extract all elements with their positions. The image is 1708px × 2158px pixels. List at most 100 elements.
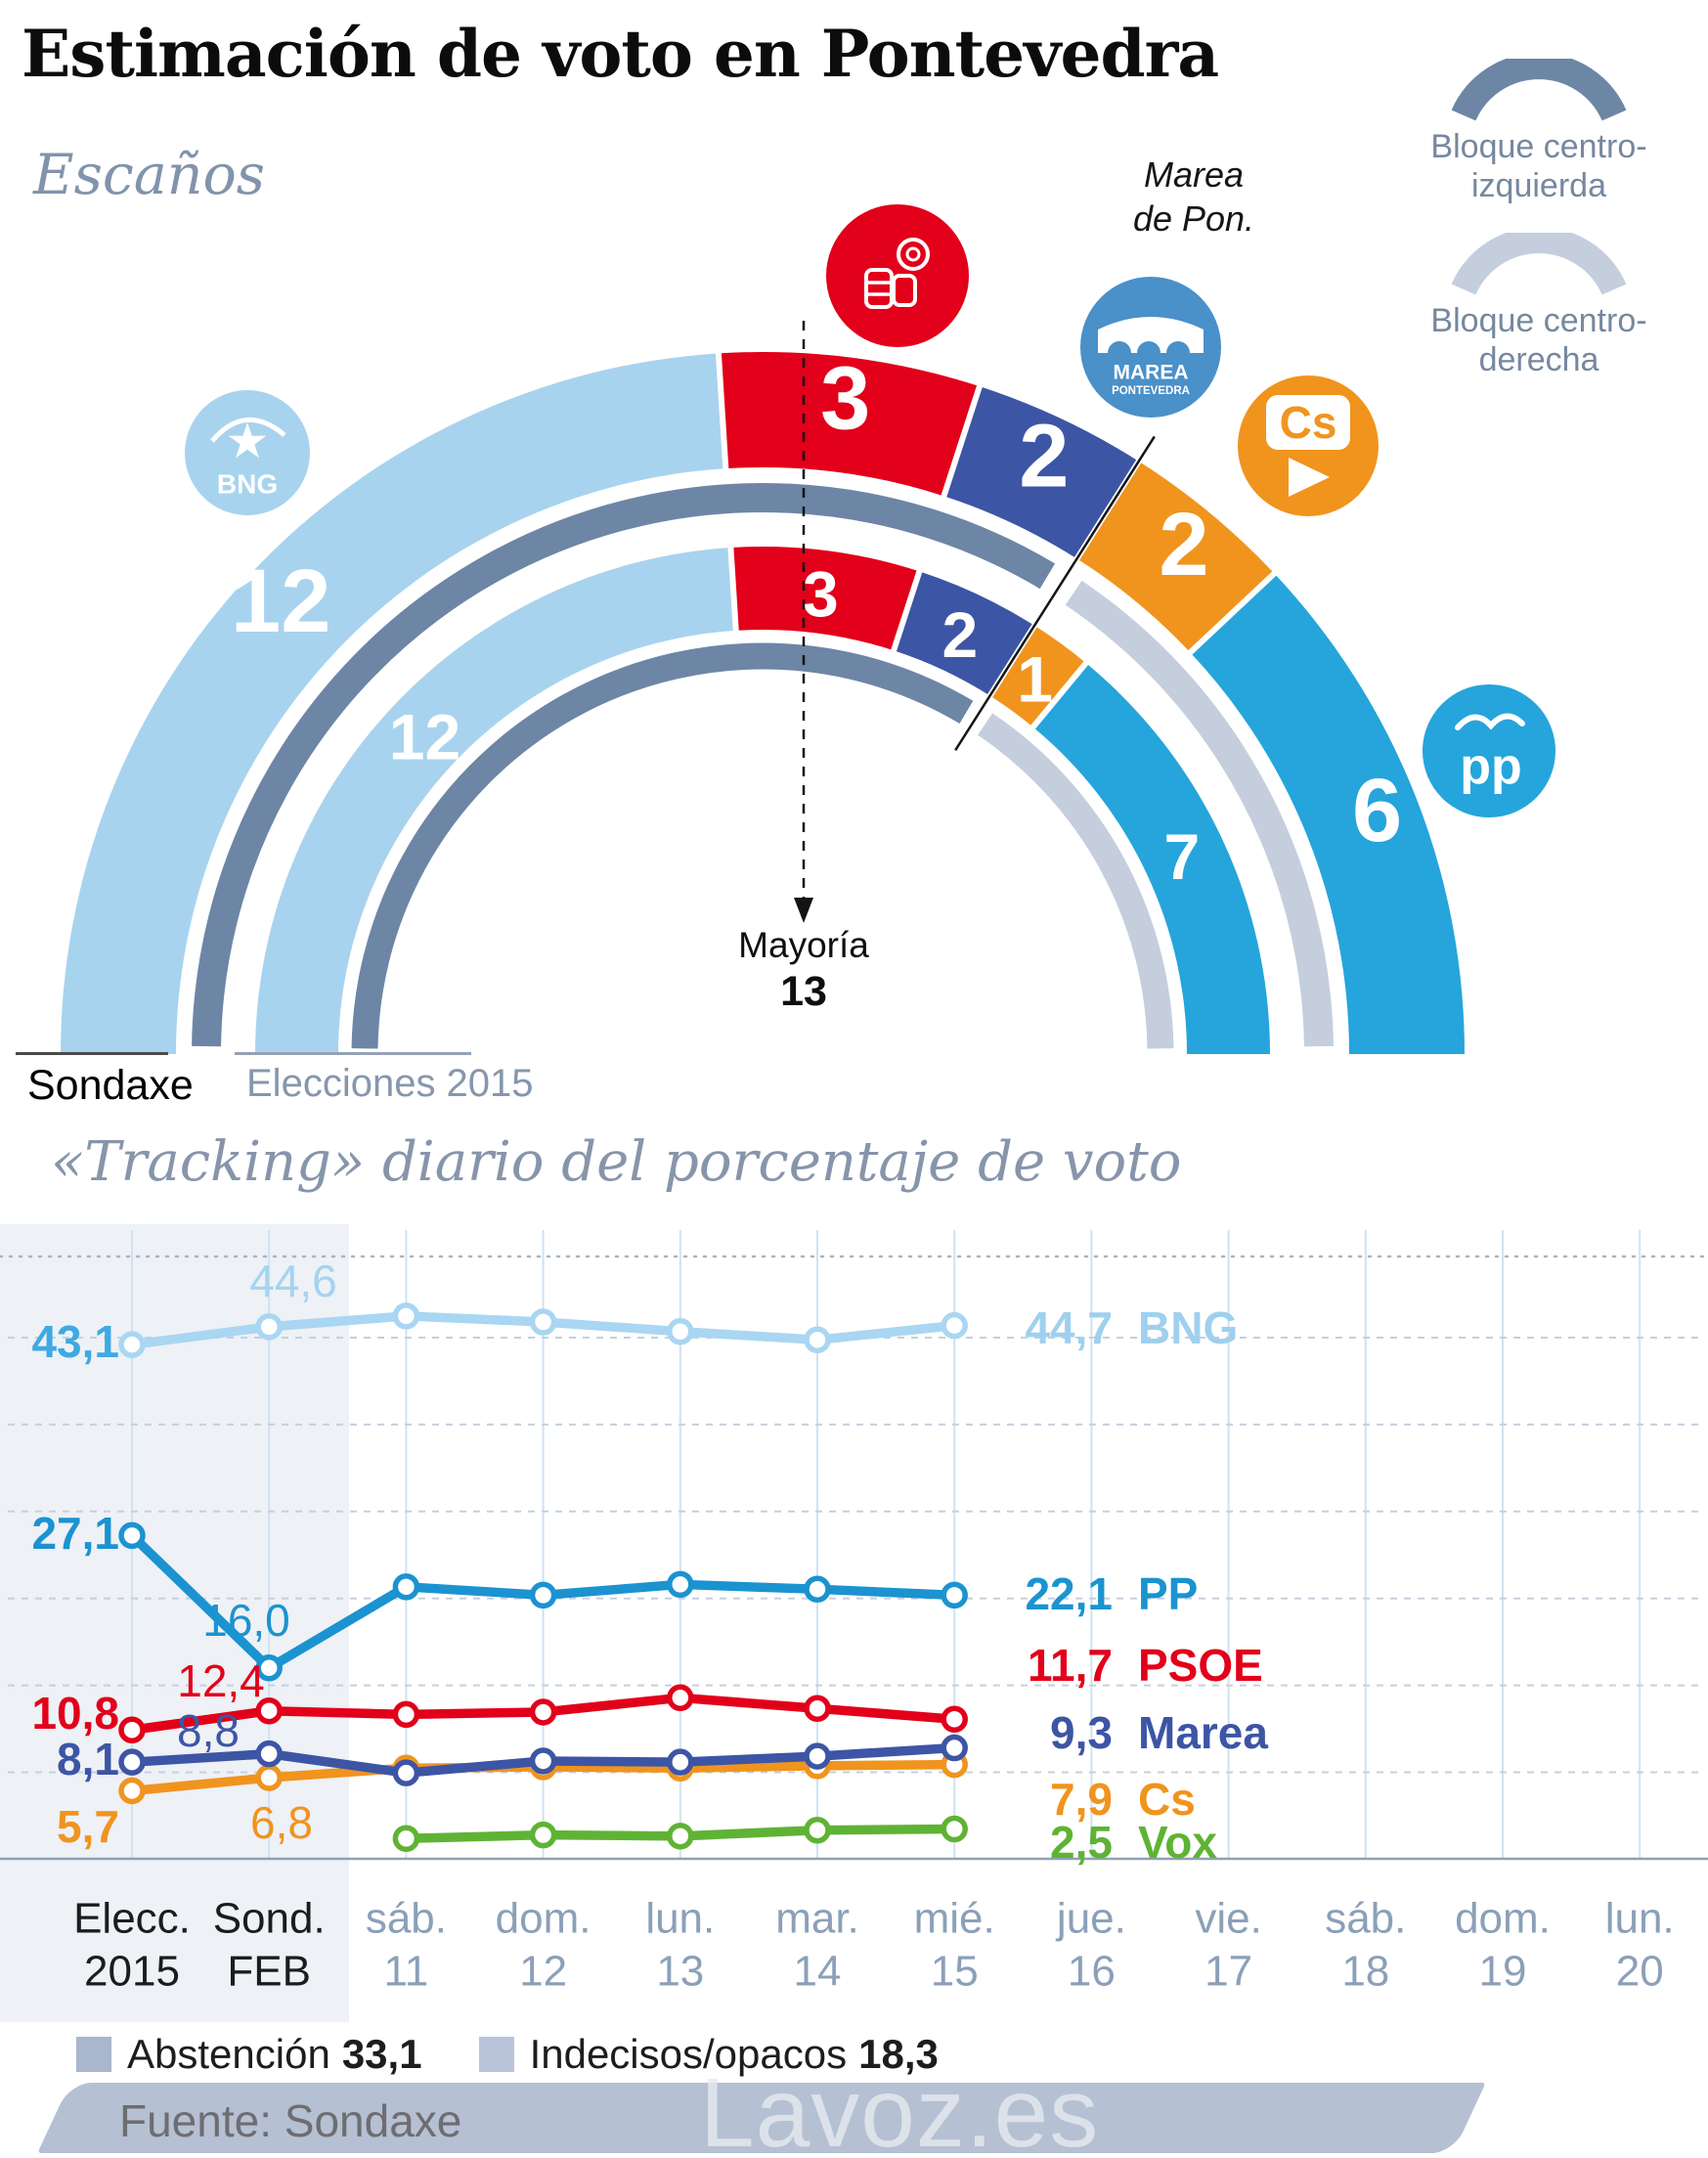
seat-count-Sondaxe-PSOE: 3 <box>820 348 870 448</box>
data-point-PP <box>529 1581 557 1609</box>
x-axis-label-date: 11 <box>384 1948 429 1996</box>
x-axis-label-day: Sond. <box>213 1895 326 1943</box>
data-point-Cs <box>255 1764 283 1791</box>
source-label: Fuente: Sondaxe <box>119 2095 462 2146</box>
data-point-BNG <box>392 1302 420 1330</box>
x-axis-label-day: Elecc. <box>73 1895 191 1943</box>
value-label-mid-PSOE: 12,4 <box>177 1655 265 1706</box>
data-point-BNG <box>118 1331 146 1358</box>
value-label-start-PSOE: 10,8 <box>31 1688 119 1739</box>
x-axis-label-date: 13 <box>656 1948 704 1996</box>
svg-text:Cs: Cs <box>1280 397 1337 448</box>
seat-count-Elecciones 2015-Cs: 1 <box>1017 643 1053 716</box>
undecided-swatch-icon <box>478 2037 514 2072</box>
segment-Elecciones 2015-PP <box>1032 663 1270 1054</box>
bloc-arc-right-Sondaxe <box>1065 580 1334 1047</box>
data-point-Vox <box>529 1821 557 1849</box>
bloc-right-arc-icon <box>1451 233 1627 295</box>
data-point-PSOE <box>667 1684 694 1712</box>
majority-arrow-icon <box>794 898 813 923</box>
value-label-mid-Cs: 6,8 <box>250 1797 313 1848</box>
x-axis-label-day: mar. <box>775 1895 859 1943</box>
value-label-end-BNG: 44,7 <box>1025 1302 1113 1353</box>
series-name-label-Cs: Cs <box>1138 1774 1196 1825</box>
ring-Sondaxe: 12 3 22 6 <box>61 348 1465 1054</box>
data-point-PSOE <box>941 1705 968 1734</box>
data-point-Cs <box>118 1777 146 1805</box>
seat-count-Sondaxe-PP: 6 <box>1352 761 1402 860</box>
segment-separator <box>727 542 740 637</box>
series-PSOE: 10,8 12,4 11,7 PSOE <box>31 1640 1263 1743</box>
segment-Elecciones 2015-BNG <box>255 548 736 1054</box>
segment-separator <box>1028 657 1092 733</box>
x-axis-label-day: vie. <box>1195 1895 1261 1943</box>
data-point-BNG <box>667 1318 694 1345</box>
x-axis-label-date: 16 <box>1068 1948 1116 1996</box>
segment-separator <box>940 380 985 503</box>
x-axis-label-day: sáb. <box>366 1895 447 1943</box>
data-point-Vox <box>392 1825 420 1853</box>
x-axis-label-date: 20 <box>1616 1948 1664 1996</box>
data-point-PP <box>941 1581 968 1609</box>
series-name-label-PP: PP <box>1138 1568 1198 1619</box>
data-point-Marea <box>667 1748 694 1776</box>
svg-text:PONTEVEDRA: PONTEVEDRA <box>1112 385 1190 397</box>
data-point-BNG <box>941 1311 968 1340</box>
marea-annotation-line2: de Pon. <box>1132 198 1255 239</box>
seat-count-Sondaxe-Marea: 2 <box>1019 406 1069 506</box>
value-label-end-PP: 22,1 <box>1025 1568 1113 1619</box>
x-axis-label-day: lun. <box>1605 1895 1675 1943</box>
segment-Sondaxe-PP <box>1190 573 1465 1054</box>
bng-logo-circle <box>185 390 310 515</box>
majority-value: 13 <box>780 968 827 1015</box>
x-axis-label-day: dom. <box>1455 1895 1551 1943</box>
abstention-value: 33,1 <box>341 2031 422 2077</box>
bng-logo: ★BNG <box>185 390 310 515</box>
value-label-end-Cs: 7,9 <box>1050 1774 1113 1825</box>
data-point-Marea <box>255 1740 283 1768</box>
marea-logo-circle <box>1080 277 1221 418</box>
data-point-Vox <box>667 1823 694 1850</box>
data-point-PP <box>118 1521 146 1550</box>
x-axis-label-day: sáb. <box>1325 1895 1406 1943</box>
seat-count-Elecciones 2015-PSOE: 3 <box>803 558 839 631</box>
x-axis-label-date: 14 <box>794 1948 842 1996</box>
data-point-PP <box>392 1573 420 1601</box>
svg-text:★: ★ <box>226 414 270 468</box>
undecided-label: Indecisos/opacos <box>529 2031 848 2077</box>
series-name-label-BNG: BNG <box>1138 1302 1238 1353</box>
pp-logo: pp <box>1423 684 1555 817</box>
bloc-right-label-line2: derecha <box>1478 341 1599 379</box>
x-axis-label-day: mié. <box>914 1895 995 1943</box>
seat-count-Sondaxe-Cs: 2 <box>1159 495 1208 595</box>
value-label-end-PSOE: 11,7 <box>1028 1640 1113 1691</box>
bloc-arc-left-Sondaxe <box>192 483 1056 1047</box>
majority-label: Mayoría <box>738 925 869 965</box>
seat-count-Sondaxe-BNG: 12 <box>231 551 330 651</box>
series-PP: 27,1 16,0 22,1 PP <box>31 1508 1198 1682</box>
x-axis-label-date: 15 <box>931 1948 979 1996</box>
value-label-mid-PP: 16,0 <box>202 1595 290 1646</box>
value-label-start-BNG: 43,1 <box>31 1316 119 1367</box>
seat-count-Elecciones 2015-PP: 7 <box>1164 820 1201 893</box>
ring-Elecciones 2015: 12 3 21 7 <box>255 542 1270 1054</box>
segment-Sondaxe-Cs <box>1076 461 1275 653</box>
data-point-PSOE <box>392 1700 420 1729</box>
segment-Sondaxe-BNG <box>61 353 726 1054</box>
undecided-value: 18,3 <box>858 2031 939 2077</box>
data-point-Vox <box>941 1815 968 1843</box>
past-columns-shading <box>0 1224 349 2022</box>
data-point-Marea <box>529 1747 557 1775</box>
x-axis-label-date: 12 <box>519 1948 567 1996</box>
value-label-start-Cs: 5,7 <box>57 1801 119 1852</box>
series-Vox: 2,5 Vox <box>392 1815 1217 1868</box>
value-label-start-PP: 27,1 <box>31 1508 119 1559</box>
series-name-label-Vox: Vox <box>1138 1817 1217 1868</box>
data-point-PP <box>255 1654 283 1682</box>
bloc-left-arc-icon <box>1451 59 1627 121</box>
x-axis-label-date: FEB <box>227 1948 311 1996</box>
svg-text:pp: pp <box>1460 738 1522 795</box>
segment-Elecciones 2015-PSOE <box>730 547 920 651</box>
